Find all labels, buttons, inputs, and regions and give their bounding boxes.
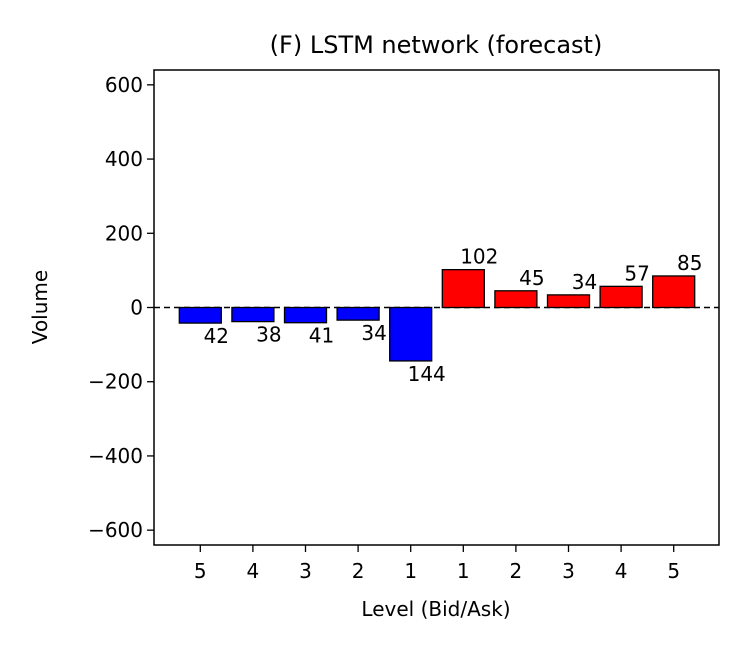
data-label: 85 bbox=[677, 251, 702, 275]
x-tick-label: 4 bbox=[615, 559, 628, 583]
bar-ask-4 bbox=[599, 285, 643, 309]
y-tick-label: −400 bbox=[88, 444, 143, 468]
x-tick-label: 2 bbox=[352, 559, 365, 583]
bar-bid-2 bbox=[336, 306, 380, 321]
bar-ask-2 bbox=[494, 290, 538, 309]
bar-ask-3 bbox=[546, 294, 591, 309]
x-tick-label: 5 bbox=[667, 559, 680, 583]
bar-ask-5 bbox=[652, 275, 696, 309]
x-tick-label: 4 bbox=[247, 559, 260, 583]
bar-bid-5 bbox=[178, 306, 222, 324]
y-tick-label: −200 bbox=[88, 370, 143, 394]
chart-title: (F) LSTM network (forecast) bbox=[270, 31, 603, 59]
y-axis-label: Volume bbox=[28, 270, 52, 344]
data-label: 57 bbox=[624, 261, 649, 285]
x-tick-label: 2 bbox=[510, 559, 523, 583]
y-tick-label: 0 bbox=[130, 296, 143, 320]
x-tick-label: 1 bbox=[404, 559, 417, 583]
x-tick-label: 3 bbox=[562, 559, 575, 583]
y-tick-label: 200 bbox=[105, 221, 143, 245]
data-label: 45 bbox=[519, 266, 544, 290]
bar-bid-4 bbox=[231, 306, 275, 323]
y-tick-label: 600 bbox=[105, 73, 143, 97]
bar-ask-1 bbox=[441, 268, 485, 309]
y-tick-label: 400 bbox=[105, 147, 143, 171]
data-label: 42 bbox=[204, 324, 229, 348]
chart-marks: −600−400−2000200400600542438341234114411… bbox=[88, 73, 719, 583]
data-label: 102 bbox=[460, 245, 498, 269]
data-label: 144 bbox=[408, 362, 446, 386]
plot-frame bbox=[153, 69, 720, 546]
data-label: 34 bbox=[572, 270, 597, 294]
x-tick-label: 3 bbox=[299, 559, 312, 583]
x-tick-label: 1 bbox=[457, 559, 470, 583]
y-tick-label: −600 bbox=[88, 518, 143, 542]
data-label: 38 bbox=[256, 323, 281, 347]
bar-bid-1 bbox=[389, 306, 433, 362]
data-label: 34 bbox=[361, 321, 386, 345]
data-label: 41 bbox=[309, 324, 334, 348]
bar-bid-3 bbox=[283, 306, 328, 324]
x-tick-label: 5 bbox=[194, 559, 207, 583]
x-axis-label: Level (Bid/Ask) bbox=[361, 597, 510, 621]
